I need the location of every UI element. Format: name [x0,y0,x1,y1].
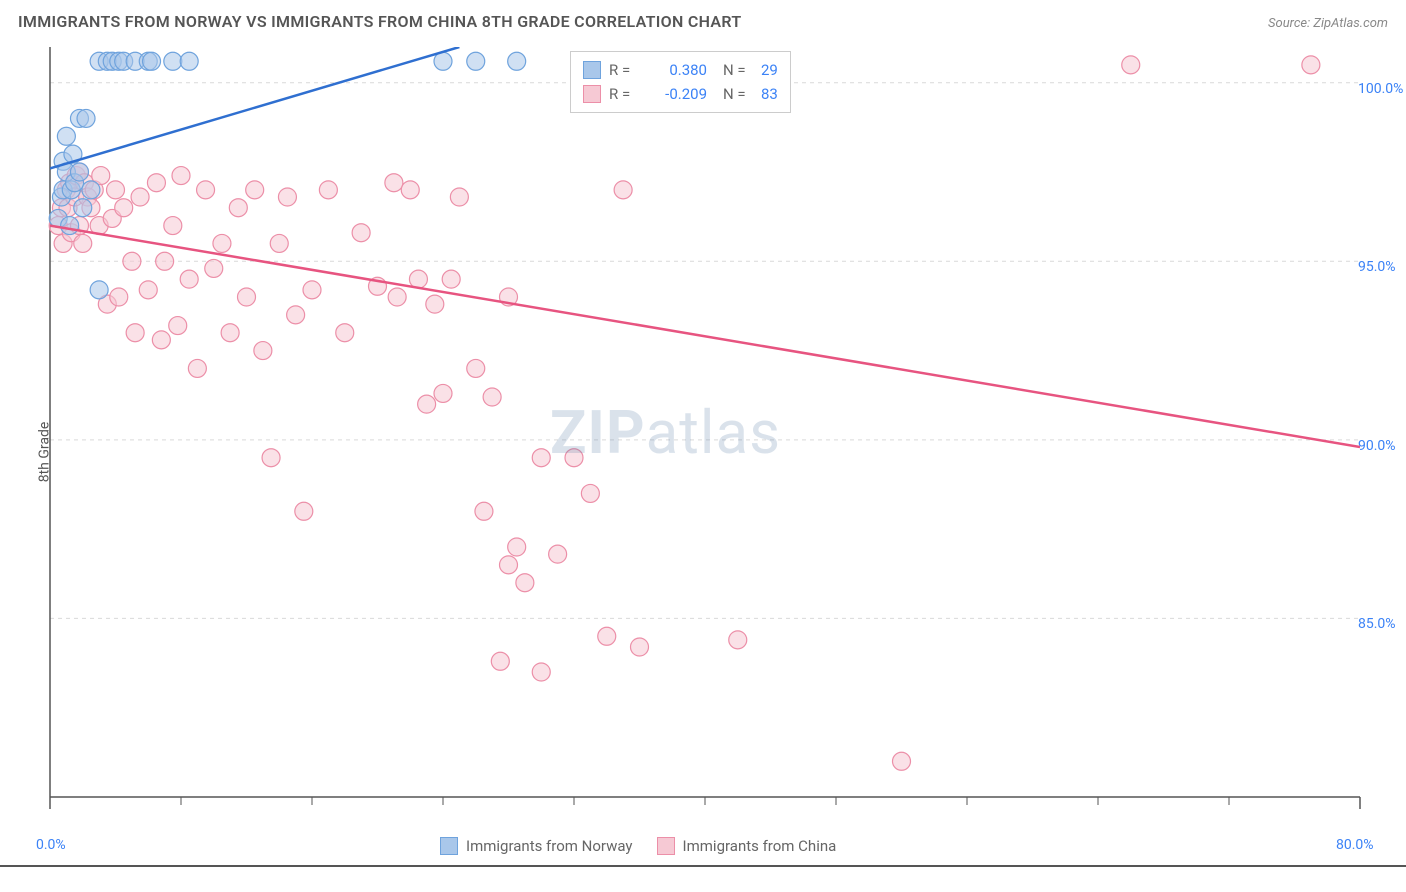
x-tick-label-left: 0.0% [36,837,66,853]
legend-row: R = 0.380 N = 29 [583,58,778,82]
legend-swatch [440,837,458,855]
legend-r-value: 0.380 [647,61,707,79]
y-tick-label: 100.0% [1358,81,1403,97]
y-tick-label: 95.0% [1358,259,1396,275]
legend-swatch [583,85,601,103]
legend-item-label: Immigrants from Norway [466,837,633,855]
legend-r-label: R = [609,61,639,79]
chart-area: 8th Grade ZIPatlas R =0.380N =29R =-0.20… [0,37,1406,867]
legend-n-value: 83 [761,85,778,103]
legend-n-label: N = [723,61,753,79]
legend-swatch [583,61,601,79]
footer-rule [0,865,1406,867]
legend-swatch [657,837,675,855]
chart-header: IMMIGRANTS FROM NORWAY VS IMMIGRANTS FRO… [0,0,1406,37]
y-tick-label: 85.0% [1358,616,1396,632]
chart-source: Source: ZipAtlas.com [1268,16,1388,31]
legend-correlation-box: R = 0.380 N = 29 R = -0.209 N = 83 [570,51,791,113]
legend-series: Immigrants from Norway Immigrants from Ch… [440,837,836,855]
legend-r-value: -0.209 [647,85,707,103]
x-tick-label-right: 80.0% [1336,837,1374,853]
legend-item: Immigrants from Norway [440,837,633,855]
legend-item: Immigrants from China [657,837,837,855]
watermark: ZIPatlas [550,397,781,468]
legend-n-label: N = [723,85,753,103]
legend-r-label: R = [609,85,639,103]
legend-item-label: Immigrants from China [683,837,837,855]
legend-n-value: 29 [761,61,778,79]
chart-title: IMMIGRANTS FROM NORWAY VS IMMIGRANTS FRO… [18,12,742,31]
y-tick-label: 90.0% [1358,438,1396,454]
legend-row: R = -0.209 N = 83 [583,82,778,106]
